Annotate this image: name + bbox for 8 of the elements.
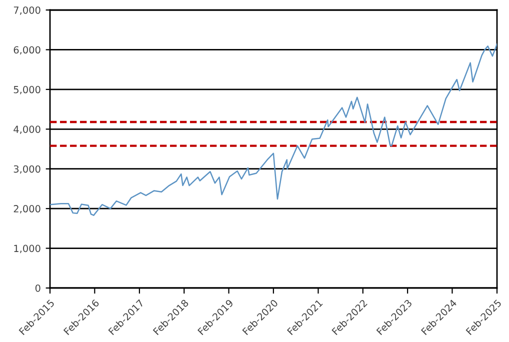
y-tick-label: 1,000 <box>14 244 40 254</box>
y-tick-label: 6,000 <box>14 46 40 55</box>
y-tick-label: 7,000 <box>14 6 40 15</box>
y-tick-label: 4,000 <box>14 126 40 134</box>
y-tick-label: 5,000 <box>14 86 40 94</box>
y-tick-label: 3,000 <box>14 165 40 174</box>
y-tick-label: 0 <box>35 284 40 292</box>
y-tick-label: 2,000 <box>14 205 40 214</box>
